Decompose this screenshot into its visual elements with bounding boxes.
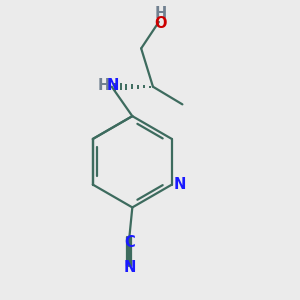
Text: H: H bbox=[98, 78, 110, 93]
Text: N: N bbox=[174, 177, 186, 192]
Text: H: H bbox=[154, 6, 167, 21]
Text: N: N bbox=[107, 78, 119, 93]
Text: O: O bbox=[154, 16, 167, 31]
Text: N: N bbox=[123, 260, 136, 275]
Text: C: C bbox=[124, 235, 135, 250]
